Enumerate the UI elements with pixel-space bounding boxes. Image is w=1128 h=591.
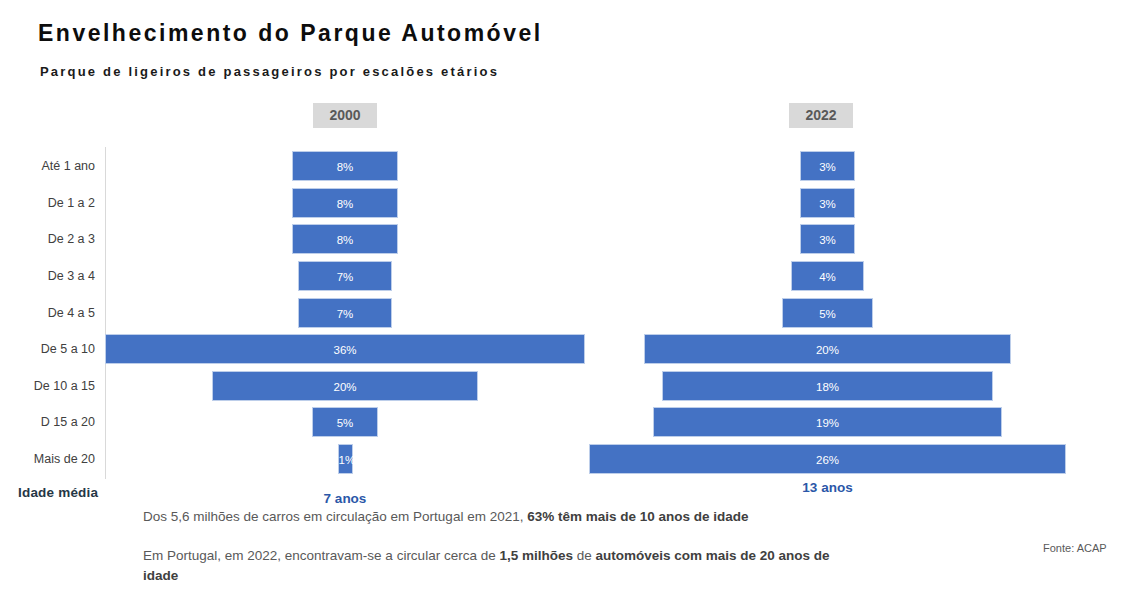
category-label: Até 1 ano — [0, 148, 95, 185]
bar-2022: 26% — [589, 444, 1066, 474]
bar-2000: 36% — [105, 334, 585, 364]
note-segment: Em Portugal, em 2022, encontravam-se a c… — [143, 548, 499, 563]
bar-2022: 3% — [800, 151, 855, 181]
note-segment-bold: automóveis com mais de 20 anos de — [596, 548, 830, 563]
bar-row-2022: 3% — [589, 148, 1066, 185]
bar-2000: 8% — [292, 188, 399, 218]
bar-row-2000: 36% — [105, 331, 585, 368]
funnel-chart-2022: 3% 3% 3% 4% 5% 20% 18% 19% 26% — [589, 148, 1066, 477]
bar-row-2000: 5% — [105, 404, 585, 441]
chart-canvas: Envelhecimento do Parque Automóvel Parqu… — [0, 0, 1128, 591]
bar-2022: 19% — [653, 407, 1002, 437]
note-segment: de — [573, 548, 596, 563]
bar-row-2022: 18% — [589, 367, 1066, 404]
bar-row-2022: 3% — [589, 185, 1066, 222]
bar-2000: 7% — [298, 261, 391, 291]
bar-row-2000: 8% — [105, 221, 585, 258]
category-label: Mais de 20 — [0, 441, 95, 478]
note-old-cars-line1: Em Portugal, em 2022, encontravam-se a c… — [143, 546, 973, 566]
category-label: De 3 a 4 — [0, 258, 95, 295]
bar-row-2022: 4% — [589, 258, 1066, 295]
bar-row-2000: 1% — [105, 441, 585, 478]
bar-2000: 8% — [292, 224, 399, 254]
year-label-2000: 2000 — [313, 103, 377, 128]
bar-2000: 7% — [298, 298, 391, 328]
year-label-2022: 2022 — [789, 103, 853, 128]
bar-2000: 8% — [292, 151, 399, 181]
note-segment-bold: idade — [143, 568, 178, 583]
bar-row-2022: 5% — [589, 294, 1066, 331]
category-label: D 15 a 20 — [0, 404, 95, 441]
source-label: Fonte: ACAP — [1043, 542, 1107, 554]
bar-2000: 1% — [338, 444, 353, 474]
page-subtitle: Parque de ligeiros de passageiros por es… — [40, 64, 499, 79]
bar-row-2022: 19% — [589, 404, 1066, 441]
bar-row-2000: 7% — [105, 294, 585, 331]
category-axis: Até 1 anoDe 1 a 2De 2 a 3De 3 a 4De 4 a … — [0, 148, 95, 477]
note-segment-bold: 1,5 milhões — [499, 548, 573, 563]
funnel-chart-2000: 8% 8% 8% 7% 7% 36% 20% 5% 1% — [105, 148, 585, 477]
bar-2000: 5% — [312, 407, 379, 437]
bar-2000: 20% — [212, 371, 479, 401]
average-age-label: Idade média — [18, 485, 98, 500]
page-title: Envelhecimento do Parque Automóvel — [38, 20, 543, 47]
category-label: De 1 a 2 — [0, 185, 95, 222]
bar-2022: 20% — [644, 334, 1011, 364]
bar-row-2022: 3% — [589, 221, 1066, 258]
category-label: De 10 a 15 — [0, 367, 95, 404]
category-label: De 2 a 3 — [0, 221, 95, 258]
note-fleet-age: Dos 5,6 milhões de carros em circulação … — [143, 507, 749, 527]
bar-2022: 3% — [800, 224, 855, 254]
bar-2022: 3% — [800, 188, 855, 218]
bar-row-2000: 8% — [105, 148, 585, 185]
note-segment-bold: 63% têm mais de 10 anos de idade — [527, 509, 748, 524]
note-old-cars-line2: idade — [143, 566, 973, 586]
bar-2022: 4% — [791, 261, 864, 291]
bar-2022: 5% — [782, 298, 874, 328]
bar-row-2000: 7% — [105, 258, 585, 295]
average-age-value-2000: 7 anos — [105, 491, 585, 506]
bar-row-2000: 20% — [105, 367, 585, 404]
note-segment: Dos 5,6 milhões de carros em circulação … — [143, 509, 527, 524]
category-label: De 4 a 5 — [0, 294, 95, 331]
average-age-value-2022: 13 anos — [589, 480, 1066, 495]
bar-row-2022: 26% — [589, 441, 1066, 478]
bar-row-2000: 8% — [105, 185, 585, 222]
bar-row-2022: 20% — [589, 331, 1066, 368]
bar-2022: 18% — [662, 371, 992, 401]
category-label: De 5 a 10 — [0, 331, 95, 368]
note-old-cars: Em Portugal, em 2022, encontravam-se a c… — [143, 546, 973, 585]
